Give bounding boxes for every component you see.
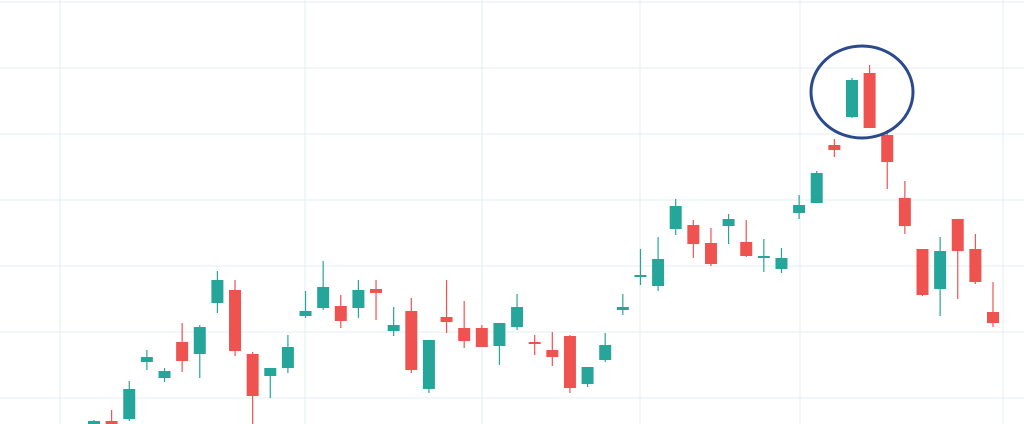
candle-body	[211, 280, 224, 303]
candle-body	[969, 249, 982, 282]
candle-body	[810, 173, 823, 203]
candle-body	[863, 73, 876, 128]
candle-body	[528, 342, 541, 344]
candle-body	[581, 367, 594, 384]
candle-body	[229, 290, 242, 351]
candle-body	[845, 80, 858, 117]
candle-body	[299, 311, 312, 316]
candle-body	[334, 306, 347, 321]
candle-body	[687, 225, 700, 244]
candle-body	[475, 328, 488, 347]
candle-body	[88, 421, 100, 424]
candle-body	[511, 307, 524, 327]
candle-body	[740, 242, 753, 256]
candle-body	[793, 205, 806, 213]
candle-body	[370, 289, 383, 293]
candle-body	[352, 290, 365, 308]
candle-body	[987, 312, 999, 323]
candle-body	[176, 342, 189, 361]
candle-body	[934, 251, 947, 289]
candle-body	[458, 328, 471, 341]
highlight-circle	[809, 44, 915, 140]
candle-body	[264, 368, 277, 376]
candle-body	[616, 307, 629, 310]
candle-body	[405, 311, 418, 370]
candle-body	[722, 219, 735, 226]
candle-body	[281, 347, 294, 368]
candle-body	[440, 317, 453, 322]
candle-body	[775, 258, 788, 269]
candle-body	[757, 256, 770, 258]
candle-body	[422, 340, 435, 389]
candle-body	[828, 145, 841, 150]
candle-body	[387, 325, 400, 331]
candle-body	[916, 249, 929, 295]
candle-body	[669, 206, 682, 229]
candles	[88, 65, 999, 424]
candle-body	[881, 135, 894, 162]
candle-body	[898, 198, 911, 226]
grid	[0, 1, 1024, 399]
candle-body	[193, 327, 206, 354]
candle-body	[246, 354, 259, 396]
candle-body	[599, 345, 612, 360]
candle-body	[951, 219, 964, 251]
candle-body	[546, 350, 559, 357]
candle-body	[563, 336, 576, 388]
candle-body	[704, 243, 717, 264]
candle-body	[634, 275, 647, 277]
candle-body	[105, 421, 118, 424]
candle-body	[652, 259, 665, 286]
candle-body	[123, 389, 136, 419]
candle-body	[158, 371, 171, 378]
candle-body	[493, 323, 506, 346]
candle-body	[317, 287, 330, 308]
candle-body	[140, 357, 153, 362]
